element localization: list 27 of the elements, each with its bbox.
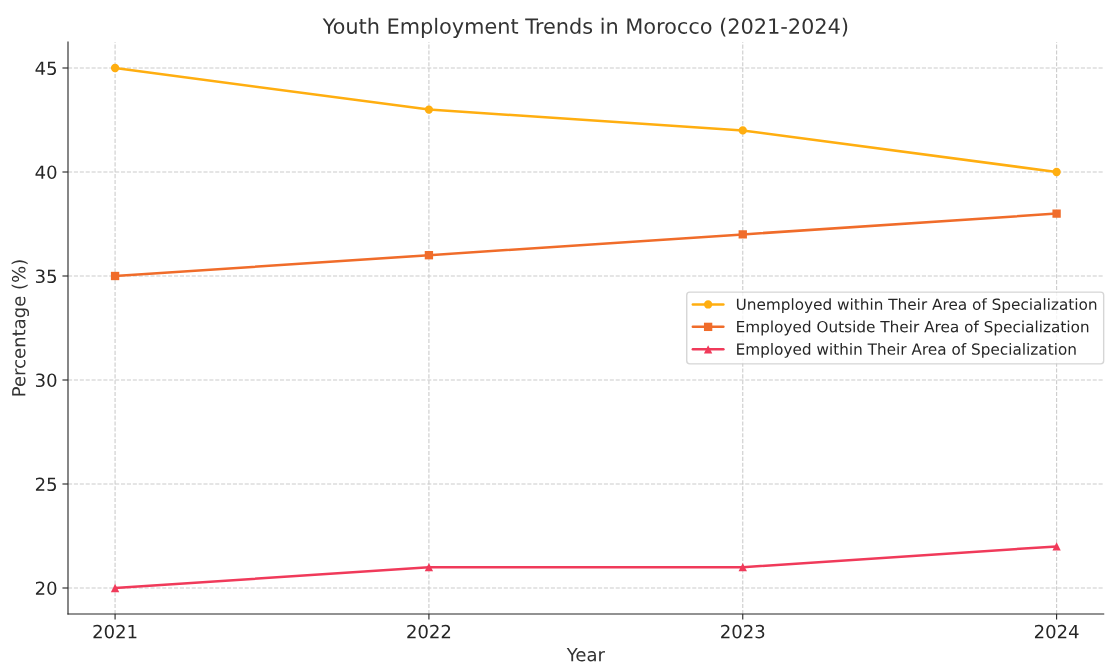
y-tick-label: 30 <box>35 373 57 388</box>
x-tick-label: 2022 <box>407 624 451 639</box>
x-tick-label: 2021 <box>93 624 137 639</box>
point <box>110 583 120 593</box>
point <box>738 126 747 135</box>
y-tick-label: 20 <box>35 581 57 596</box>
point <box>1052 542 1061 551</box>
point <box>110 63 120 73</box>
y-tick-label: 35 <box>35 269 57 284</box>
x-tick-label: 2024 <box>1034 624 1079 639</box>
point <box>424 563 434 572</box>
point <box>1052 167 1061 177</box>
legend-label: Employed Outside Their Area of Specialization <box>737 320 1089 336</box>
point <box>1052 209 1061 218</box>
point <box>110 271 120 281</box>
point <box>424 251 434 260</box>
legend-label: Employed within Their Area of Specialization <box>737 343 1076 358</box>
y-axis-title: Percentage (%) <box>11 260 30 396</box>
y-tick-label: 40 <box>35 165 57 180</box>
point <box>738 230 747 239</box>
chart-title: Youth Employment Trends in Morocco (2021-2024) <box>322 17 848 38</box>
legend-label: Unemployed within Their Area of Specialization <box>736 298 1097 313</box>
y-tick-label: 25 <box>35 477 57 492</box>
y-tick-label: 45 <box>35 61 57 76</box>
x-axis-title: Year <box>566 648 605 662</box>
point <box>424 105 434 114</box>
x-tick-label: 2023 <box>721 624 765 639</box>
